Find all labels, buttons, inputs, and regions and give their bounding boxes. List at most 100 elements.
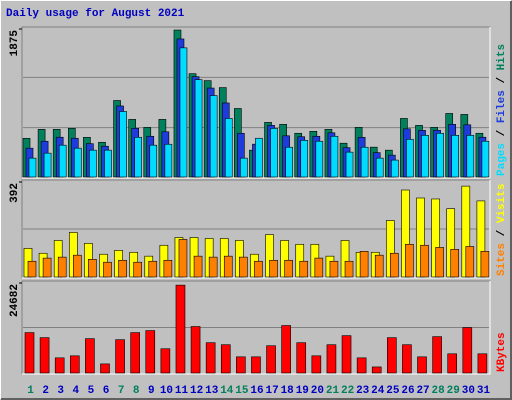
bar bbox=[54, 357, 65, 374]
plot-edge bbox=[22, 180, 491, 279]
bar bbox=[194, 79, 203, 178]
bar bbox=[205, 342, 216, 374]
x-tick-label: 10 bbox=[160, 385, 173, 397]
bar bbox=[360, 146, 369, 178]
bar bbox=[118, 259, 127, 278]
bar bbox=[270, 128, 278, 178]
legend-entry: Pages bbox=[496, 143, 508, 176]
x-tick-label: 20 bbox=[311, 385, 324, 397]
bar bbox=[163, 259, 173, 278]
x-tick-label: 3 bbox=[57, 385, 64, 397]
legend: Pages / Files / Hits bbox=[496, 44, 508, 176]
bar bbox=[69, 355, 80, 374]
x-tick-label: 17 bbox=[265, 385, 278, 397]
bar bbox=[27, 260, 37, 278]
bar bbox=[255, 137, 263, 178]
bar bbox=[477, 353, 488, 374]
plot-edge bbox=[22, 281, 491, 375]
bar bbox=[391, 159, 399, 178]
x-tick-label: 6 bbox=[103, 385, 110, 397]
bar bbox=[466, 135, 475, 178]
bar bbox=[179, 47, 188, 178]
bar bbox=[133, 261, 142, 278]
x-tick-label: 19 bbox=[296, 385, 309, 397]
x-tick-label: 12 bbox=[190, 385, 203, 397]
bar bbox=[330, 135, 339, 178]
bar bbox=[344, 260, 354, 278]
chart-title: Daily usage for August 2021 bbox=[6, 8, 185, 20]
bar bbox=[266, 345, 276, 374]
bar bbox=[88, 259, 97, 278]
bar bbox=[164, 143, 173, 178]
x-tick-label: 28 bbox=[432, 385, 446, 397]
x-tick-label: 31 bbox=[477, 385, 491, 397]
x-tick-label: 9 bbox=[148, 385, 155, 397]
bar bbox=[450, 249, 460, 278]
bar bbox=[374, 254, 384, 278]
bar bbox=[209, 95, 218, 178]
x-tick-label: 18 bbox=[281, 385, 295, 397]
x-tick-label: 26 bbox=[401, 385, 414, 397]
bar bbox=[100, 363, 110, 374]
bar bbox=[417, 356, 427, 374]
x-tick-label: 11 bbox=[175, 385, 189, 397]
bar bbox=[390, 252, 399, 278]
bar bbox=[236, 356, 246, 374]
x-tick-label: 8 bbox=[133, 385, 140, 397]
x-tick-label: 23 bbox=[356, 385, 370, 397]
y-tick-label: 24682 bbox=[9, 284, 21, 317]
legend-entry: Visits bbox=[496, 184, 508, 224]
bar bbox=[39, 337, 50, 374]
bar bbox=[451, 135, 460, 178]
x-tick-label: 27 bbox=[416, 385, 429, 397]
legend-entry: KBytes bbox=[496, 332, 508, 372]
bar bbox=[130, 332, 140, 374]
bar bbox=[480, 251, 490, 278]
bar bbox=[57, 256, 67, 278]
bar bbox=[421, 135, 429, 178]
bar bbox=[462, 327, 473, 374]
bar bbox=[326, 344, 337, 374]
bar bbox=[220, 344, 231, 374]
plot-edge bbox=[22, 27, 491, 179]
y-tick-label: 392 bbox=[9, 183, 21, 203]
bar bbox=[193, 255, 203, 278]
bar bbox=[371, 366, 382, 374]
legend-separator: / bbox=[496, 123, 508, 143]
bar bbox=[89, 149, 97, 178]
x-tick-label: 2 bbox=[42, 385, 49, 397]
legend-entry: Hits bbox=[496, 44, 508, 70]
bar bbox=[43, 152, 52, 178]
legend-separator: / bbox=[496, 223, 508, 243]
bar bbox=[85, 338, 95, 374]
bar bbox=[405, 243, 414, 278]
bar bbox=[223, 255, 233, 278]
y-tick-label: 1875 bbox=[9, 30, 21, 57]
bar bbox=[251, 356, 261, 374]
bar bbox=[311, 355, 322, 374]
legend: KBytes bbox=[496, 332, 508, 372]
bar bbox=[402, 344, 412, 374]
bar bbox=[436, 132, 444, 178]
x-tick-label: 24 bbox=[371, 385, 385, 397]
x-tick-label: 30 bbox=[462, 385, 475, 397]
bar bbox=[329, 260, 339, 278]
bar bbox=[345, 151, 354, 178]
bar bbox=[175, 284, 186, 374]
bar bbox=[254, 260, 263, 278]
bar bbox=[299, 260, 309, 278]
bar bbox=[285, 146, 293, 178]
bar bbox=[341, 335, 352, 374]
legend-entry: Files bbox=[496, 90, 508, 123]
bar bbox=[72, 254, 82, 278]
bar bbox=[435, 247, 444, 278]
bar bbox=[356, 357, 367, 374]
bar bbox=[387, 337, 397, 374]
bar bbox=[145, 330, 156, 374]
x-tick-label: 5 bbox=[88, 385, 95, 397]
bar bbox=[149, 144, 158, 178]
bar bbox=[465, 246, 475, 278]
x-tick-label: 1 bbox=[27, 385, 34, 397]
bar bbox=[284, 259, 293, 278]
